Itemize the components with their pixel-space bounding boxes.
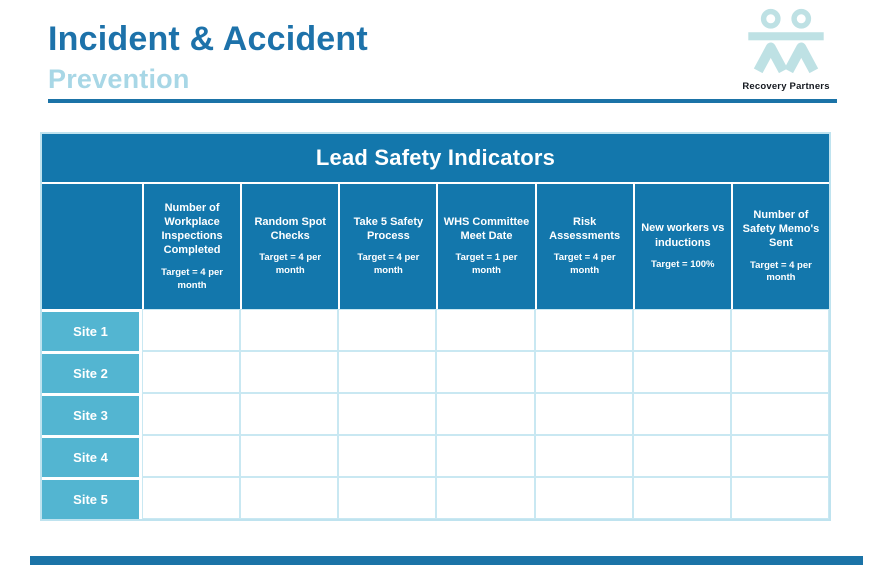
table-title-row: Lead Safety Indicators: [42, 134, 829, 184]
row-label-site-1: Site 1: [42, 309, 142, 351]
brand-name: Recovery Partners: [742, 81, 830, 92]
data-cell-r1-c1: [142, 309, 241, 351]
data-cell-r2-c7: [730, 351, 829, 393]
column-label: Random Spot Checks: [254, 215, 326, 243]
table-row-site-5: Site 5: [42, 477, 829, 519]
table-row-site-4: Site 4: [42, 435, 829, 477]
data-cell-r5-c4: [436, 477, 535, 519]
row-label-site-3: Site 3: [42, 393, 142, 435]
data-cell-r1-c7: [730, 309, 829, 351]
data-cell-r2-c1: [142, 351, 241, 393]
page-title: Incident & Accident: [48, 20, 368, 58]
data-cell-r3-c1: [142, 393, 241, 435]
column-target: Target = 4 per month: [259, 252, 322, 277]
data-cell-r2-c4: [436, 351, 535, 393]
table-row-site-1: Site 1: [42, 309, 829, 351]
data-cell-r4-c1: [142, 435, 241, 477]
data-cell-r4-c3: [338, 435, 437, 477]
data-cell-r1-c4: [436, 309, 535, 351]
column-header-1: Number of Workplace Inspections Complete…: [142, 184, 241, 309]
column-header-row: Number of Workplace Inspections Complete…: [42, 184, 829, 309]
footer-rule: [30, 556, 863, 565]
data-cell-r2-c6: [632, 351, 731, 393]
data-cell-r5-c3: [338, 477, 437, 519]
data-cell-r3-c5: [534, 393, 633, 435]
recovery-partners-logo-icon: [748, 8, 824, 74]
data-cell-r3-c7: [730, 393, 829, 435]
data-cell-r4-c6: [632, 435, 731, 477]
data-cell-r1-c2: [240, 309, 339, 351]
data-cell-r3-c2: [240, 393, 339, 435]
data-cell-r2-c5: [534, 351, 633, 393]
data-cell-r5-c7: [730, 477, 829, 519]
column-header-4: WHS Committee Meet Date Target = 1 per mo…: [436, 184, 535, 309]
column-header-7: Number of Safety Memo's Sent Target = 4 p…: [730, 184, 829, 309]
brand-logo: Recovery Partners: [726, 8, 846, 92]
data-cell-r5-c5: [534, 477, 633, 519]
column-target: Target = 4 per month: [553, 252, 616, 277]
data-cell-r4-c7: [730, 435, 829, 477]
data-cell-r2-c3: [338, 351, 437, 393]
row-label-site-2: Site 2: [42, 351, 142, 393]
row-label-site-4: Site 4: [42, 435, 142, 477]
table-row-site-2: Site 2: [42, 351, 829, 393]
column-label: Risk Assessments: [549, 215, 621, 243]
data-cell-r3-c4: [436, 393, 535, 435]
data-cell-r4-c4: [436, 435, 535, 477]
column-header-2: Random Spot Checks Target = 4 per month: [240, 184, 339, 309]
column-target: Target = 4 per month: [161, 266, 223, 291]
data-cell-r1-c5: [534, 309, 633, 351]
lead-safety-indicators-table: Lead Safety Indicators Number of Workpla…: [40, 132, 831, 521]
table-row-site-3: Site 3: [42, 393, 829, 435]
column-target: Target = 1 per month: [455, 252, 518, 277]
column-header-5: Risk Assessments Target = 4 per month: [534, 184, 633, 309]
column-label: Number of Safety Memo's Sent: [742, 208, 820, 250]
data-cell-r3-c3: [338, 393, 437, 435]
data-cell-r2-c2: [240, 351, 339, 393]
data-cell-r1-c3: [338, 309, 437, 351]
data-cell-r5-c2: [240, 477, 339, 519]
table-title: Lead Safety Indicators: [42, 134, 829, 184]
column-label: Take 5 Safety Process: [353, 215, 424, 243]
page-subtitle: Prevention: [48, 64, 190, 94]
row-label-site-5: Site 5: [42, 477, 142, 519]
data-cell-r5-c1: [142, 477, 241, 519]
column-target: Target = 4 per month: [357, 252, 420, 277]
column-label: Number of Workplace Inspections Complete…: [161, 201, 223, 257]
header-rule: [48, 99, 837, 103]
data-cell-r4-c2: [240, 435, 339, 477]
column-target: Target = 4 per month: [749, 259, 812, 284]
data-cell-r3-c6: [632, 393, 731, 435]
data-cell-r5-c6: [632, 477, 731, 519]
column-header-6: New workers vs inductions Target = 100%: [632, 184, 731, 309]
data-cell-r1-c6: [632, 309, 731, 351]
corner-cell: [42, 184, 142, 309]
column-label: WHS Committee Meet Date: [443, 215, 530, 243]
column-header-3: Take 5 Safety Process Target = 4 per mont…: [338, 184, 437, 309]
column-label: New workers vs inductions: [641, 222, 725, 249]
column-target: Target = 100%: [651, 258, 715, 270]
data-cell-r4-c5: [534, 435, 633, 477]
